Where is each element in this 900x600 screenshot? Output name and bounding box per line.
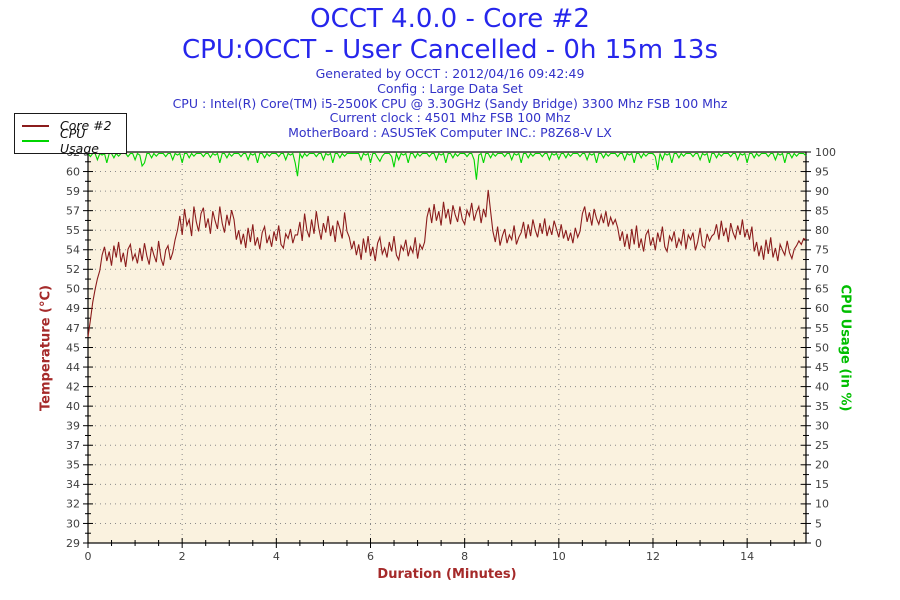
svg-text:29: 29: [66, 537, 80, 550]
svg-text:47: 47: [66, 322, 80, 335]
svg-text:6: 6: [367, 550, 374, 563]
svg-text:49: 49: [66, 302, 80, 315]
svg-text:25: 25: [815, 439, 829, 452]
svg-text:10: 10: [815, 498, 829, 511]
svg-text:8: 8: [461, 550, 468, 563]
axis-ticks: [83, 151, 811, 548]
config-line: Config : Large Data Set: [377, 80, 523, 96]
svg-text:35: 35: [66, 459, 80, 472]
svg-text:20: 20: [815, 459, 829, 472]
legend-item-cpu-usage: CPU Usage: [15, 126, 126, 156]
svg-text:45: 45: [66, 341, 80, 354]
svg-text:95: 95: [815, 165, 829, 178]
svg-text:30: 30: [815, 420, 829, 433]
svg-text:50: 50: [66, 283, 80, 296]
svg-text:55: 55: [815, 322, 829, 335]
cpu-usage-series-line: [87, 151, 807, 180]
chart-title-line2: CPU:OCCT - User Cancelled - 0h 15m 13s: [181, 35, 719, 65]
svg-text:50: 50: [815, 341, 829, 354]
svg-text:80: 80: [815, 224, 829, 237]
svg-text:57: 57: [66, 204, 80, 217]
x-axis-title-duration: Duration (Minutes): [377, 567, 517, 582]
generated-by-line: Generated by OCCT : 2012/04/16 09:42:49: [315, 66, 585, 81]
svg-text:37: 37: [66, 439, 80, 452]
svg-text:60: 60: [66, 165, 80, 178]
svg-text:40: 40: [815, 380, 829, 393]
cpu-info-line: CPU : Intel(R) Core(TM) i5-2500K CPU @ 3…: [172, 95, 728, 111]
svg-text:30: 30: [66, 517, 80, 530]
svg-text:4: 4: [273, 550, 280, 563]
svg-text:5: 5: [815, 517, 822, 530]
legend-item-core2: Core #2: [15, 118, 126, 133]
svg-text:34: 34: [66, 478, 80, 491]
temperature-series-line: [87, 189, 807, 337]
svg-text:0: 0: [85, 550, 92, 563]
test-info-block: Generated by OCCT : 2012/04/16 09:42:49 …: [0, 66, 900, 141]
cpu-usage-line-swatch: [22, 139, 49, 142]
svg-text:35: 35: [815, 400, 829, 413]
grid-lines: [90, 154, 804, 541]
y-axis-title-cpu-usage: CPU Usage (in %): [837, 284, 853, 412]
plot-area: [88, 152, 806, 543]
legend-label-core2: Core #2: [60, 118, 112, 133]
svg-text:75: 75: [815, 244, 829, 257]
svg-text:59: 59: [66, 185, 80, 198]
core2-line-swatch: [22, 124, 49, 127]
svg-text:52: 52: [66, 263, 80, 276]
svg-text:90: 90: [815, 185, 829, 198]
svg-text:32: 32: [66, 498, 80, 511]
chart-title-line1: OCCT 4.0.0 - Core #2: [310, 4, 590, 34]
svg-text:40: 40: [66, 400, 80, 413]
current-clock-line: Current clock : 4501 Mhz FSB 100 Mhz: [329, 110, 571, 126]
svg-text:10: 10: [552, 550, 566, 563]
motherboard-line: MotherBoard : ASUSTeK Computer INC.: P8Z…: [288, 125, 612, 141]
svg-text:85: 85: [815, 204, 829, 217]
svg-text:2: 2: [179, 550, 186, 563]
svg-text:39: 39: [66, 420, 80, 433]
svg-text:45: 45: [815, 361, 829, 374]
svg-text:65: 65: [815, 283, 829, 296]
legend-label-cpu-usage: CPU Usage: [60, 125, 99, 156]
svg-text:12: 12: [646, 550, 660, 563]
legend: Core #2 CPU Usage: [14, 113, 127, 156]
svg-text:54: 54: [66, 244, 80, 257]
svg-text:14: 14: [740, 550, 754, 563]
svg-text:70: 70: [815, 263, 829, 276]
svg-text:15: 15: [815, 478, 829, 491]
svg-text:55: 55: [66, 224, 80, 237]
svg-text:0: 0: [815, 537, 822, 550]
svg-text:42: 42: [66, 380, 80, 393]
y-axis-title-temperature: Temperature (°C): [38, 285, 54, 411]
svg-text:100: 100: [815, 146, 836, 159]
svg-text:44: 44: [66, 361, 80, 374]
svg-text:60: 60: [815, 302, 829, 315]
